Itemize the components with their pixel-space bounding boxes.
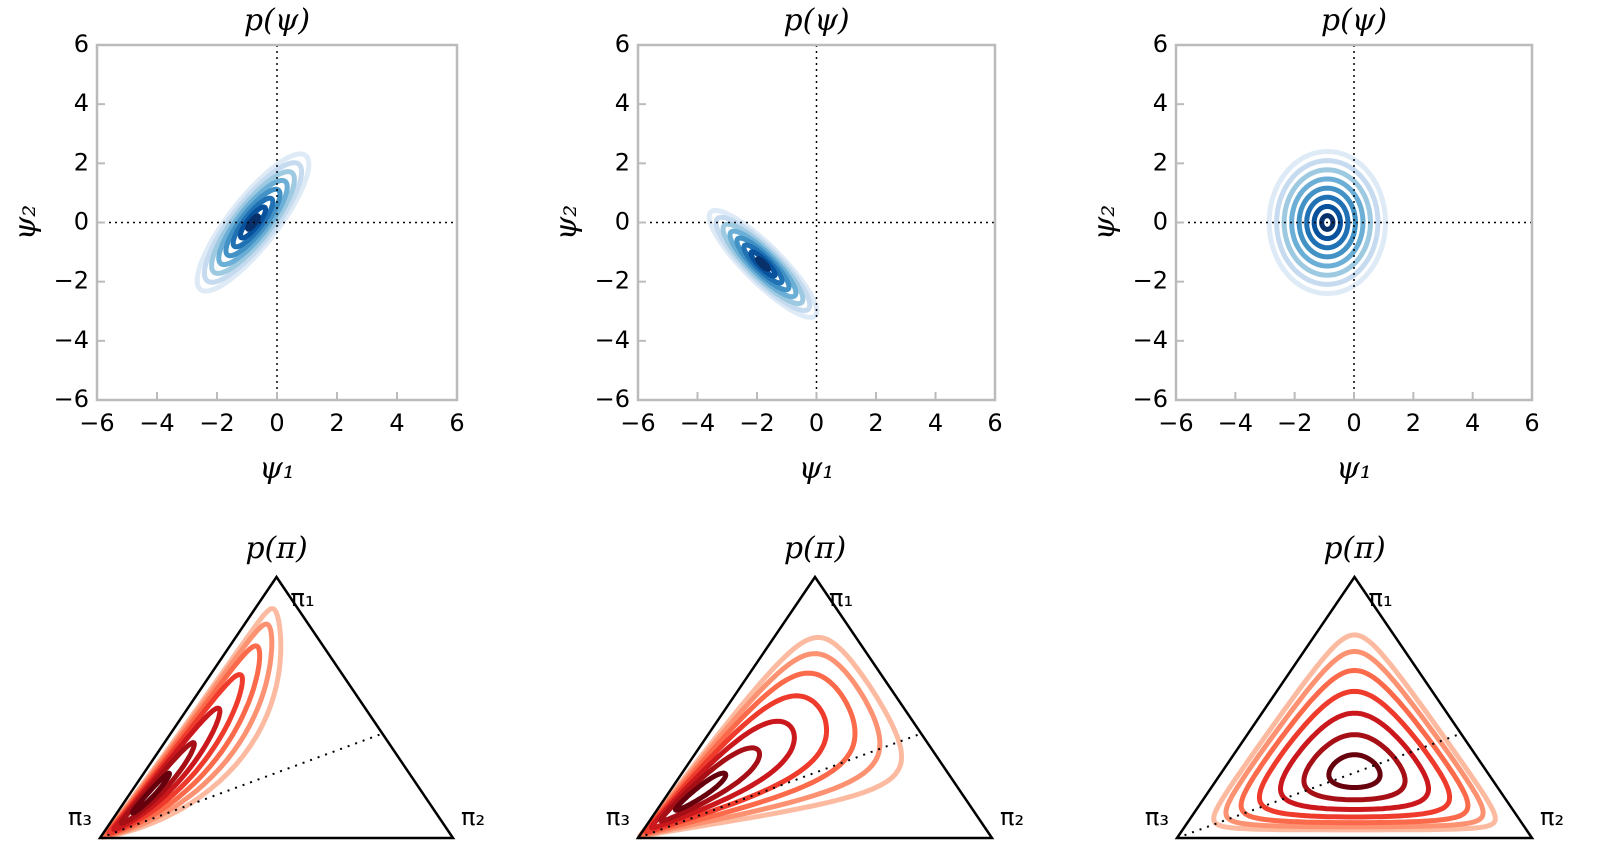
corner-label: π₃ bbox=[606, 803, 630, 831]
simplex-frame bbox=[635, 574, 995, 840]
contour-line bbox=[1211, 632, 1498, 833]
y-tick-label: −2 bbox=[595, 267, 630, 295]
corner-label: π₁ bbox=[291, 584, 315, 612]
contour-line bbox=[1296, 185, 1358, 260]
contour-line bbox=[245, 213, 261, 232]
contour-line bbox=[1266, 148, 1389, 297]
contour-line bbox=[640, 670, 858, 838]
chart-title: p(ψ) bbox=[244, 3, 310, 38]
x-tick-label: −4 bbox=[139, 409, 174, 437]
x-tick-label: −4 bbox=[1218, 409, 1253, 437]
contour-line bbox=[643, 693, 830, 835]
y-tick-label: 6 bbox=[615, 30, 630, 58]
x-tick-label: 0 bbox=[269, 409, 284, 437]
x-tick-label: 0 bbox=[809, 409, 824, 437]
x-axis-label: ψ₁ bbox=[799, 451, 835, 486]
contour-line bbox=[1256, 688, 1453, 820]
contour-line bbox=[754, 256, 772, 272]
x-tick-label: −2 bbox=[199, 409, 234, 437]
contour-line bbox=[230, 195, 276, 250]
x-tick-label: −2 bbox=[739, 409, 774, 437]
contour-line bbox=[1238, 667, 1471, 826]
y-tick-label: −2 bbox=[54, 267, 89, 295]
corner-label: π₂ bbox=[1000, 803, 1024, 831]
x-tick-label: −4 bbox=[680, 409, 715, 437]
y-tick-label: 2 bbox=[1153, 148, 1168, 176]
contour-line bbox=[1301, 732, 1408, 803]
y-tick-label: 4 bbox=[74, 89, 89, 117]
x-tick-label: 2 bbox=[868, 409, 883, 437]
y-tick-label: −6 bbox=[595, 385, 630, 413]
x-axis-label: ψ₁ bbox=[259, 451, 295, 486]
y-tick-label: −6 bbox=[54, 385, 89, 413]
contour-line bbox=[103, 643, 263, 838]
y-tick-label: 2 bbox=[615, 148, 630, 176]
y-tick-label: 0 bbox=[74, 208, 89, 236]
y-axis-label: ψ₂ bbox=[8, 205, 43, 241]
y-tick-label: 4 bbox=[615, 89, 630, 117]
x-tick-label: −6 bbox=[1158, 409, 1193, 437]
x-tick-label: 4 bbox=[389, 409, 404, 437]
x-tick-label: 2 bbox=[329, 409, 344, 437]
x-tick-label: 6 bbox=[1524, 409, 1539, 437]
contour-line bbox=[130, 770, 172, 816]
y-tick-label: 2 bbox=[74, 148, 89, 176]
contour-line bbox=[118, 740, 197, 826]
x-tick-label: −6 bbox=[620, 409, 655, 437]
contour-line bbox=[1278, 710, 1431, 812]
y-tick-label: 0 bbox=[615, 208, 630, 236]
y-axis-label: ψ₂ bbox=[1087, 205, 1122, 241]
simplex-frame bbox=[97, 574, 456, 840]
y-tick-label: 0 bbox=[1153, 208, 1168, 236]
y-tick-label: −4 bbox=[1133, 326, 1168, 354]
contour-line bbox=[106, 672, 245, 836]
y-tick-label: −6 bbox=[1133, 385, 1168, 413]
contour-line bbox=[201, 160, 305, 285]
corner-label: π₂ bbox=[1540, 803, 1564, 831]
contour-line bbox=[672, 770, 729, 813]
simplex-frame bbox=[1174, 574, 1535, 840]
corner-label: π₃ bbox=[1145, 803, 1169, 831]
corner-label: π₃ bbox=[68, 803, 92, 831]
contour-line bbox=[1326, 752, 1383, 790]
y-axis-label: ψ₂ bbox=[549, 205, 584, 241]
contour-line bbox=[111, 705, 223, 833]
x-tick-label: 4 bbox=[1465, 409, 1480, 437]
y-tick-label: −2 bbox=[1133, 267, 1168, 295]
contour-line bbox=[216, 177, 290, 268]
x-tick-label: 0 bbox=[1346, 409, 1361, 437]
x-tick-label: −2 bbox=[1277, 409, 1312, 437]
contour-line bbox=[1223, 648, 1486, 830]
corner-label: π₂ bbox=[461, 803, 485, 831]
x-axis-label: ψ₁ bbox=[1336, 451, 1372, 486]
contour-line bbox=[194, 151, 312, 294]
y-tick-label: 4 bbox=[1153, 89, 1168, 117]
corner-label: π₁ bbox=[829, 584, 853, 612]
chart-title: p(π) bbox=[1323, 531, 1385, 566]
x-tick-label: 4 bbox=[928, 409, 943, 437]
y-tick-label: 6 bbox=[74, 30, 89, 58]
y-tick-label: −4 bbox=[54, 326, 89, 354]
contour-line bbox=[649, 718, 797, 831]
contour-line bbox=[658, 745, 762, 824]
chart-title: p(π) bbox=[245, 531, 307, 566]
contour-line bbox=[209, 169, 297, 276]
chart-title: p(ψ) bbox=[783, 3, 849, 38]
chart-title: p(π) bbox=[784, 531, 846, 566]
contour-line bbox=[1304, 194, 1351, 251]
y-tick-label: 6 bbox=[1153, 30, 1168, 58]
x-tick-label: −6 bbox=[79, 409, 114, 437]
contour-line bbox=[748, 249, 778, 279]
x-tick-label: 6 bbox=[987, 409, 1002, 437]
chart-title: p(ψ) bbox=[1321, 3, 1387, 38]
corner-label: π₁ bbox=[1369, 584, 1393, 612]
x-tick-label: 2 bbox=[1406, 409, 1421, 437]
contour-line bbox=[223, 186, 283, 259]
contour-line bbox=[1274, 158, 1381, 287]
x-tick-label: 6 bbox=[449, 409, 464, 437]
y-tick-label: −4 bbox=[595, 326, 630, 354]
